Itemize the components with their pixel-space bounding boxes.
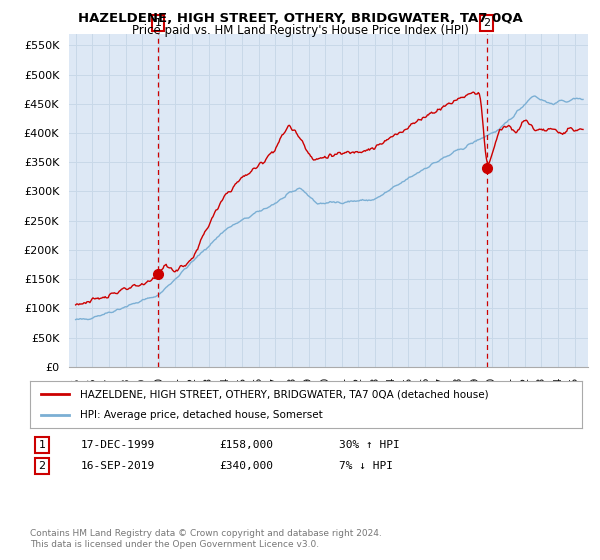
Text: 30% ↑ HPI: 30% ↑ HPI	[339, 440, 400, 450]
Text: 2: 2	[483, 18, 490, 28]
Text: 1: 1	[155, 18, 161, 28]
Text: HAZELDENE, HIGH STREET, OTHERY, BRIDGWATER, TA7 0QA (detached house): HAZELDENE, HIGH STREET, OTHERY, BRIDGWAT…	[80, 389, 488, 399]
Text: 17-DEC-1999: 17-DEC-1999	[81, 440, 155, 450]
Text: Contains HM Land Registry data © Crown copyright and database right 2024.
This d: Contains HM Land Registry data © Crown c…	[30, 529, 382, 549]
Text: HAZELDENE, HIGH STREET, OTHERY, BRIDGWATER, TA7 0QA: HAZELDENE, HIGH STREET, OTHERY, BRIDGWAT…	[77, 12, 523, 25]
Text: Price paid vs. HM Land Registry's House Price Index (HPI): Price paid vs. HM Land Registry's House …	[131, 24, 469, 37]
Text: £158,000: £158,000	[219, 440, 273, 450]
Text: 16-SEP-2019: 16-SEP-2019	[81, 461, 155, 471]
Text: HPI: Average price, detached house, Somerset: HPI: Average price, detached house, Some…	[80, 410, 322, 420]
Text: £340,000: £340,000	[219, 461, 273, 471]
Text: 1: 1	[38, 440, 46, 450]
Text: 2: 2	[38, 461, 46, 471]
Text: 7% ↓ HPI: 7% ↓ HPI	[339, 461, 393, 471]
